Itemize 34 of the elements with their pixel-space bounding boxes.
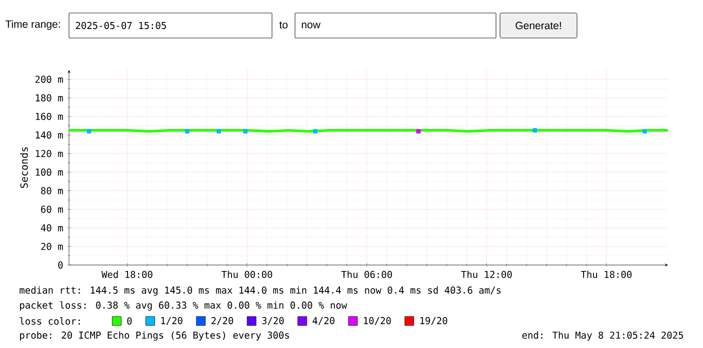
y-tick-label: 80 m <box>41 187 63 194</box>
x-tick-label: Thu 18:00 <box>580 270 632 278</box>
x-tick-label: Thu 06:00 <box>341 270 392 278</box>
text: probe: 20 ICMP Echo Pings (56 Bytes) every 300s <box>20 331 289 341</box>
y-tick-label: 40 m <box>40 224 63 232</box>
y-tick-label: 180 m <box>36 94 63 102</box>
x-tick-label: Thu 00:00 <box>222 270 272 278</box>
legend-label: 4/20 <box>312 317 334 325</box>
legend-title: loss color: <box>20 317 80 325</box>
text: Time range: <box>5 20 60 30</box>
y-axis-title: Seconds <box>20 147 28 188</box>
text: Generate! <box>516 22 561 30</box>
text: median rtt: 144.5 ms avg 145.0 ms max 144.0 ms min 144.4 ms now 0.4 ms sd 403.6 am/s <box>20 286 501 296</box>
y-tick-label: 100 m <box>36 168 63 176</box>
legend-label: 19/20 <box>420 317 448 325</box>
text: end: Thu May 8 21:05:24 2025 <box>522 331 684 341</box>
legend-label: 1/20 <box>161 317 182 325</box>
y-tick-label: 120 m <box>36 150 63 158</box>
y-tick-label: 140 m <box>36 131 63 139</box>
x-tick-label: Thu 12:00 <box>461 270 512 278</box>
legend-label: 10/20 <box>364 317 391 325</box>
legend-label: 0 <box>127 317 132 325</box>
text: to <box>279 22 288 28</box>
text: now <box>302 22 320 28</box>
x-tick-label: Wed 18:00 <box>102 270 152 278</box>
text: packet loss: 0.38 % avg 60.33 % max 0.00 % min 0.00 % now <box>20 301 348 311</box>
y-tick-label: 200 m <box>35 76 63 83</box>
y-tick-label: 160 m <box>36 112 63 120</box>
text: 2025-05-07 15:05 <box>76 22 166 30</box>
y-tick-label: 0 <box>58 261 63 269</box>
y-tick-label: 20 m <box>41 242 63 250</box>
y-tick-label: 60 m <box>41 206 63 213</box>
legend-label: 2/20 <box>212 317 234 325</box>
legend-label: 3/20 <box>262 317 284 325</box>
